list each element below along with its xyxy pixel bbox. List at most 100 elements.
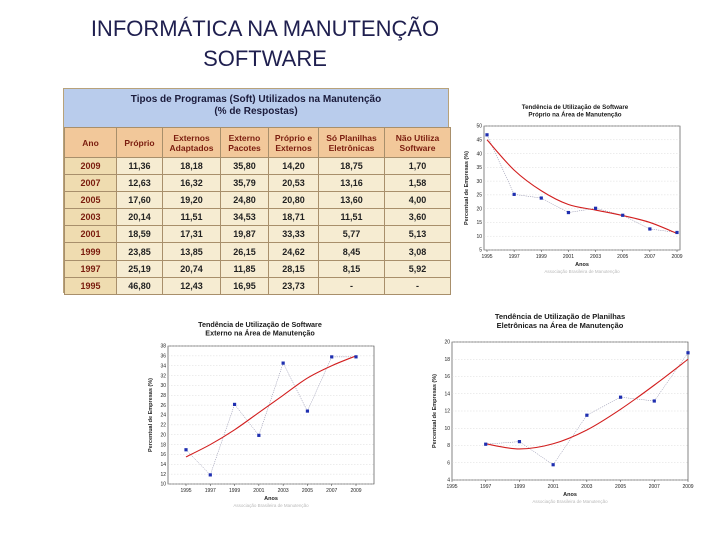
- x-tick-label: 2007: [649, 484, 660, 490]
- table-caption-line2: (% de Respostas): [214, 106, 298, 117]
- table-cell: 26,15: [220, 242, 269, 261]
- table-header-cell: Próprio e Externos: [268, 127, 319, 158]
- y-tick-label: 6: [447, 460, 450, 466]
- data-point: [551, 463, 555, 467]
- chart-planilhas: Tendência de Utilização de Planilhas Elet…: [420, 310, 700, 520]
- table-cell: 17,31: [162, 225, 221, 244]
- table-cell: 20,74: [162, 259, 221, 278]
- table-row: 2007 12,63 16,32 35,79 20,53 13,16 1,58: [64, 174, 451, 193]
- table-year-cell: 2007: [64, 174, 117, 193]
- x-tick-label: 1997: [480, 484, 491, 490]
- x-tick-label: 1997: [205, 488, 216, 494]
- chart-title-line: Tendência de Utilização de Software: [522, 104, 629, 111]
- x-tick-label: 1995: [446, 484, 457, 490]
- y-tick-label: 5: [479, 248, 482, 254]
- y-tick-label: 50: [476, 124, 482, 130]
- table-row: 1995 46,80 12,43 16,95 23,73- -: [64, 276, 451, 295]
- y-tick-label: 10: [476, 234, 482, 240]
- chart-externo: Tendência de Utilização de Software Exter…: [140, 318, 380, 518]
- x-axis-label: Anos: [575, 262, 589, 268]
- table-cell: -: [384, 276, 451, 295]
- table-row: 2001 18,59 17,31 19,87 33,33 5,77 5,13: [64, 225, 451, 244]
- table-cell: 12,43: [162, 276, 221, 295]
- x-tick-label: 2007: [326, 488, 337, 494]
- table-cell: 11,85: [220, 259, 269, 278]
- table-cell: 18,75: [318, 156, 385, 176]
- table-cell: 20,80: [268, 191, 319, 210]
- chart-title-line: Externo na Área de Manutenção: [205, 329, 315, 338]
- data-point: [208, 473, 212, 477]
- x-tick-label: 2003: [278, 488, 289, 494]
- data-point: [257, 433, 261, 437]
- table-cell: 3,60: [384, 208, 451, 227]
- y-tick-label: 26: [160, 403, 166, 409]
- y-axis-label: Percentual de Empresas (%): [464, 151, 470, 225]
- y-tick-label: 15: [476, 220, 482, 226]
- table-year-cell: 2005: [64, 191, 117, 210]
- chart-svg: Tendência de Utilização de SoftwareExter…: [148, 320, 375, 508]
- data-point: [593, 206, 598, 210]
- x-tick-label: 1995: [481, 254, 492, 260]
- data-point: [330, 355, 334, 359]
- y-tick-label: 18: [160, 442, 166, 448]
- plot-area: [483, 125, 681, 251]
- table-cell: 5,77: [318, 225, 385, 244]
- table-cell: 16,32: [162, 174, 221, 193]
- table-header-cell: Só Planilhas Eletrônicas: [318, 127, 385, 158]
- table-row: 1999 23,85 13,85 26,15 24,62 8,45 3,08: [64, 242, 451, 261]
- y-tick-label: 36: [160, 354, 166, 360]
- data-point: [566, 210, 571, 215]
- data-point: [485, 133, 489, 137]
- x-tick-label: 2003: [581, 484, 592, 490]
- software-types-table: Tipos de Programas (Soft) Utilizados na …: [63, 88, 451, 295]
- y-tick-label: 40: [476, 151, 482, 157]
- x-tick-label: 1997: [509, 254, 520, 260]
- y-tick-label: 22: [160, 423, 166, 429]
- table-cell: 13,16: [318, 174, 385, 193]
- data-point: [686, 351, 690, 355]
- chart-svg: Tendência de Utilização de SoftwarePrópr…: [464, 104, 683, 274]
- table-cell: 18,71: [268, 208, 319, 227]
- x-tick-label: 1999: [514, 484, 525, 490]
- slide-title: INFORMÁTICA NA MANUTENÇÃO SOFTWARE: [0, 14, 530, 74]
- data-point: [585, 413, 589, 417]
- table-cell: 24,80: [220, 191, 269, 210]
- x-tick-label: 2005: [302, 488, 313, 494]
- table-cell: 14,20: [268, 156, 319, 176]
- table-cell: 46,80: [116, 276, 163, 295]
- table-header-cell: Ano: [64, 127, 117, 158]
- data-point: [675, 230, 679, 235]
- table-caption-line1: Tipos de Programas (Soft) Utilizados na …: [130, 94, 382, 105]
- x-tick-label: 2009: [671, 254, 682, 260]
- table-cell: 35,80: [220, 156, 269, 176]
- table-row: 2009 11,36 18,18 35,80 14,20 18,75 1,70: [64, 156, 451, 176]
- table-cell: 28,15: [268, 259, 319, 278]
- table-cell: 35,79: [220, 174, 269, 193]
- x-tick-label: 2001: [253, 488, 264, 494]
- data-point: [652, 399, 656, 403]
- table-year-cell: 1995: [64, 276, 117, 295]
- source-label: Associação Brasileira de Manutenção: [532, 499, 608, 504]
- table-cell: -: [318, 276, 385, 295]
- y-tick-label: 25: [476, 193, 482, 199]
- chart-title-line: Tendência de Utilização de Planilhas: [495, 312, 625, 321]
- chart-title-line: Tendência de Utilização de Software: [198, 320, 322, 329]
- chart-proprio: Tendência de Utilização de Software Própr…: [460, 100, 690, 285]
- table-year-cell: 2003: [64, 208, 117, 227]
- source-label: Associação Brasileira de Manutenção: [544, 269, 620, 274]
- y-tick-label: 14: [444, 391, 450, 397]
- data-point: [281, 361, 285, 365]
- table-row: 2005 17,60 19,20 24,80 20,80 13,60 4,00: [64, 191, 451, 210]
- table-header-cell: Próprio: [116, 127, 163, 158]
- table-cell: 18,59: [116, 225, 163, 244]
- table-cell: 11,51: [318, 208, 385, 227]
- slide-title-line1: INFORMÁTICA NA MANUTENÇÃO: [90, 16, 440, 41]
- table-year-cell: 2001: [64, 225, 117, 244]
- table-cell: 13,60: [318, 191, 385, 210]
- x-tick-label: 2009: [682, 484, 693, 490]
- table-cell: 1,70: [384, 156, 451, 176]
- table-cell: 24,62: [268, 242, 319, 261]
- y-tick-label: 30: [160, 383, 166, 389]
- data-point: [305, 409, 310, 413]
- table-cell: 8,45: [318, 242, 385, 261]
